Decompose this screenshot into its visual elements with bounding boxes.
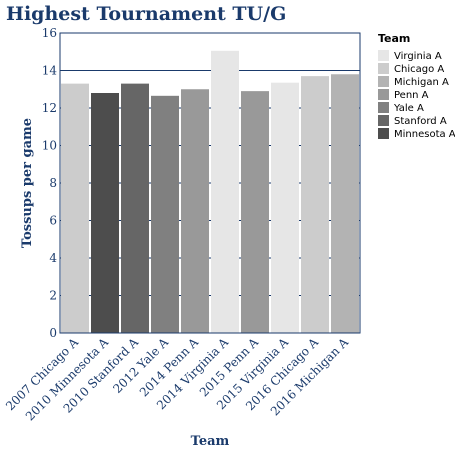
bar-4 — [181, 89, 209, 333]
legend-label: Stanford A — [394, 116, 447, 127]
bar-8 — [301, 76, 329, 333]
y-tick-label: 0 — [49, 326, 57, 340]
y-tick-labels: 0 2 4 6 8 10 12 14 16 — [42, 26, 58, 340]
bar-6 — [241, 91, 269, 333]
y-tick-label: 2 — [49, 289, 57, 303]
bar-1 — [91, 93, 119, 333]
legend-label: Virginia A — [394, 51, 442, 62]
y-tick-label: 14 — [42, 64, 58, 78]
legend-swatch — [378, 102, 389, 113]
y-tick-label: 12 — [42, 101, 57, 115]
y-tick-label: 8 — [49, 176, 57, 190]
bar-5 — [211, 50, 239, 333]
legend: Team Virginia A Chicago A Michigan A Penn A… — [378, 32, 455, 140]
bars — [61, 50, 359, 333]
legend-swatch — [378, 50, 389, 61]
legend-swatch — [378, 76, 389, 87]
x-axis-title: Team — [191, 434, 230, 449]
legend-title: Team — [378, 32, 410, 45]
y-tick-label: 6 — [49, 214, 57, 228]
chart-title: Highest Tournament TU/G — [6, 3, 286, 25]
y-axis-title: Tossups per game — [20, 118, 35, 248]
y-tick-label: 10 — [42, 139, 57, 153]
y-tick-label: 16 — [42, 26, 57, 40]
bar-2 — [121, 83, 149, 333]
bar-0 — [61, 83, 89, 333]
y-tick-label: 4 — [49, 251, 57, 265]
bar-9 — [331, 74, 359, 333]
legend-label: Yale A — [393, 103, 424, 114]
legend-swatch — [378, 128, 389, 139]
legend-label: Chicago A — [394, 64, 444, 75]
legend-swatch — [378, 89, 389, 100]
legend-swatch — [378, 115, 389, 126]
bar-3 — [151, 95, 179, 333]
legend-swatch — [378, 63, 389, 74]
bar-7 — [271, 82, 299, 333]
legend-label: Penn A — [394, 90, 429, 101]
legend-label: Michigan A — [394, 77, 449, 88]
plot-frame — [59, 32, 361, 334]
legend-label: Minnesota A — [394, 129, 455, 140]
